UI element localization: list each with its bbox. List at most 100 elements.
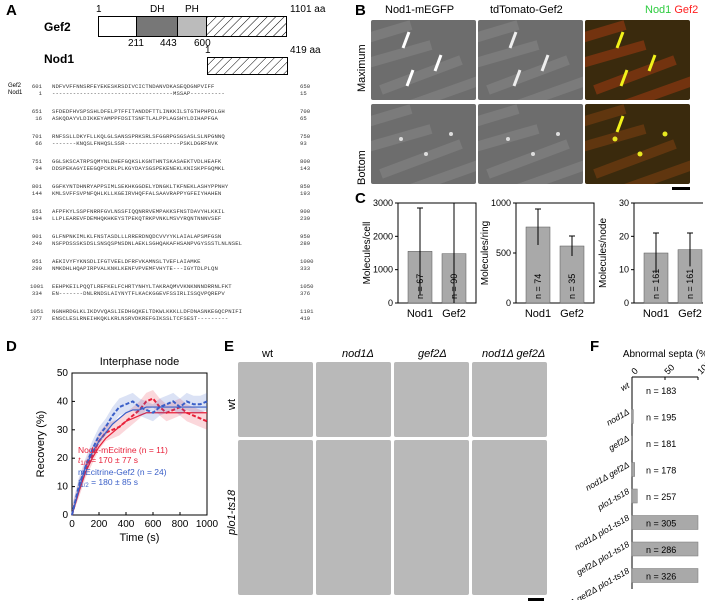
alignment-end-number: 376 <box>300 290 311 297</box>
alignment-start-number: 94 <box>35 165 42 172</box>
alignment-end-number: 700 <box>300 108 311 115</box>
c-n-label: n = 90 <box>449 274 459 299</box>
micrograph-merge-bottom <box>585 104 690 184</box>
c-tick-label: 10 <box>619 265 629 275</box>
gef2-end: 1101 aa <box>290 4 326 15</box>
alignment-start-number: 66 <box>35 140 42 147</box>
dic-wt-nod1 <box>316 362 391 437</box>
pos-211: 211 <box>128 38 144 49</box>
nod1-start: 1 <box>205 45 211 56</box>
c-category-label: Nod1 <box>407 308 433 320</box>
d-title: Interphase node <box>100 356 180 368</box>
pos-600: 600 <box>194 38 211 49</box>
dic-plo1-gef2 <box>394 440 469 595</box>
alignment-end-number: 15 <box>300 90 307 97</box>
nod1-name: Nod1 <box>44 52 74 66</box>
d-xlabel: Time (s) <box>120 532 160 544</box>
d-xtick-label: 600 <box>145 519 162 530</box>
dic-wt-nod1-gef2 <box>472 362 547 437</box>
d-xtick-label: 1000 <box>196 519 219 530</box>
alignment-name-labels: Gef2 Nod1 <box>8 83 22 97</box>
c-n-label: n = 161 <box>651 269 661 299</box>
d-ytick-label: 30 <box>57 425 69 436</box>
alignment-end-number: 143 <box>300 165 311 172</box>
alignment-end-number: 419 <box>300 315 311 322</box>
c-tick-label: 1000 <box>491 198 511 208</box>
alignment-sequence: DDSPEKAGYIEEGQPCKRLPLKGYDAYSGSPEKENEKLKN… <box>52 165 225 172</box>
alignment-sequence: ASKQDAYVLDIKKEYAMPPFDSITSNFTLALPPLAGSHYL… <box>52 115 218 122</box>
alignment-sequence: RNFSSLLDKYFLLKQLGLSANSSPRKSRLSFGGRPGSGSA… <box>52 133 225 140</box>
f-n-label: n = 181 <box>646 439 676 449</box>
f-bar <box>631 488 638 504</box>
col-label-tdtomato-gef2: tdTomato-Gef2 <box>490 4 563 16</box>
c-frame <box>397 202 477 304</box>
alignment-end-number: 65 <box>300 115 307 122</box>
f-bar <box>631 435 633 451</box>
alignment-sequence: GGLSKSCATRPSQMYNLDHEFGQKSLKGNTHNTSKASAEK… <box>52 158 222 165</box>
c-subchart: 0 1000 2000 3000 Molecules/cell n = 67 Nod1 n =… <box>362 198 477 320</box>
row-label-bottom: Bottom <box>356 150 368 185</box>
c-ylabel: Molecules/node <box>598 218 609 288</box>
c-frame <box>633 202 703 304</box>
alignment-start-number: 951 <box>31 258 42 265</box>
panel-f-chart: Abnormal septa (%) 0 50 100 n = 183 wt n = 195… <box>560 349 705 600</box>
alignment-end-number: 650 <box>300 83 311 90</box>
merge-gef2-label: Gef2 <box>674 4 699 16</box>
align-gef2-label: Gef2 <box>8 83 22 89</box>
alignment-sequence: ENSCLESLRNEIHKQKLKRLNSRVDKREFGIKSSLTCFSE… <box>52 315 229 322</box>
alignment-start-number: 16 <box>35 115 42 122</box>
dic-wt-wt <box>238 362 313 437</box>
alignment-end-number: 289 <box>300 240 311 247</box>
nod1-end: 419 aa <box>290 45 321 56</box>
panel-c-label: C <box>355 190 366 207</box>
alignment-sequence: NDFVVFFNNSRFEYEKESKRSDIVCICTNDANVDKASEQD… <box>52 83 215 90</box>
col-label-merge: Nod1 Gef2 <box>645 4 698 16</box>
alignment-start-number: 601 <box>31 83 42 90</box>
d-legend-t12: t1/2 = 170 ± 77 s <box>78 455 138 467</box>
row-label-wt-e: wt <box>226 399 238 410</box>
gef2-name: Gef2 <box>44 20 71 34</box>
alignment-start-number: 334 <box>31 290 42 297</box>
d-xtick-label: 200 <box>91 519 108 530</box>
f-n-label: n = 326 <box>646 572 676 582</box>
col-label-nod1-megfp: Nod1-mEGFP <box>385 4 455 16</box>
alignment-sequence: NSFPDSSSKSDSLSNSQSPNSDNLAEKLSGHQAKAFHSAN… <box>52 240 243 247</box>
f-n-label: n = 183 <box>646 386 676 396</box>
d-fit-line <box>71 406 207 516</box>
d-frame <box>71 372 208 516</box>
d-ytick-label: 50 <box>57 368 69 379</box>
c-n-label: n = 74 <box>533 274 543 299</box>
alignment-start-number: 701 <box>31 133 42 140</box>
c-category-label: Nod1 <box>643 308 669 320</box>
d-ytick-label: 0 <box>62 510 68 521</box>
c-subchart: 0 500 1000 Molecules/ring n = 74 Nod1 n = 35 Ge… <box>480 198 595 320</box>
alignment-end-number: 800 <box>300 158 311 165</box>
alignment-start-number: 144 <box>31 190 42 197</box>
alignment-sequence: LLPLEAREVFDEMHQKHKEYSTPEKQTRKPVNKLMSVYRQ… <box>52 215 222 222</box>
d-error-band <box>72 392 207 515</box>
nod1-domain-bar <box>207 57 288 75</box>
f-bar <box>631 515 699 530</box>
f-bar <box>631 568 699 583</box>
c-tick-label: 20 <box>619 231 629 241</box>
dic-plo1-nod1-gef2 <box>472 440 547 595</box>
col-label-nod1-gef2: nod1Δ gef2Δ <box>482 348 546 360</box>
d-legend-name: mEcitrine-Gef2 (n = 24) <box>78 467 167 477</box>
align-nod1-label: Nod1 <box>8 90 23 96</box>
c-ylabel: Molecules/cell <box>362 222 373 285</box>
d-ytick-label: 20 <box>57 453 69 464</box>
alignment-start-number: 801 <box>31 183 42 190</box>
d-series-line <box>71 397 208 516</box>
panel-d-chart: Interphase node 0 200 400 600 800 1000 0 10 20 30 4… <box>35 356 219 544</box>
c-tick-label: 500 <box>496 248 511 258</box>
pos-443: 443 <box>160 38 177 49</box>
col-label-nod1: nod1Δ <box>342 348 374 360</box>
f-bar <box>631 462 635 477</box>
scale-bar-e <box>528 598 544 601</box>
micrograph-nod1-maximum <box>371 20 476 100</box>
col-label-gef2: gef2Δ <box>418 348 447 360</box>
c-tick-label: 0 <box>624 298 629 308</box>
alignment-end-number: 1101 <box>300 308 314 315</box>
dic-plo1-nod1 <box>316 440 391 595</box>
